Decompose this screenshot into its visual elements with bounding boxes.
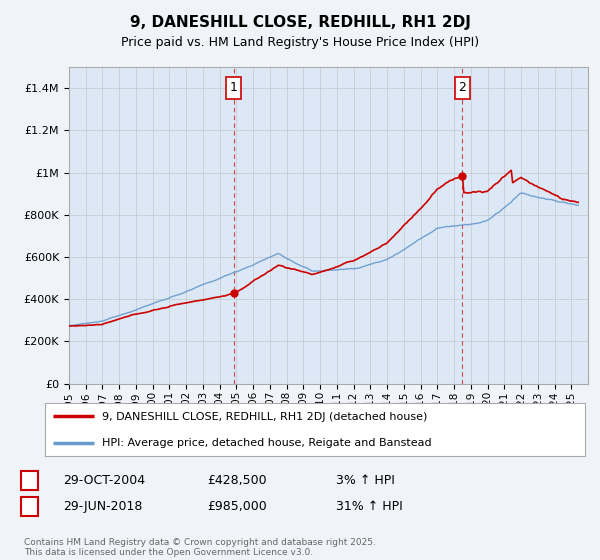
Text: 3% ↑ HPI: 3% ↑ HPI — [336, 474, 395, 487]
Text: 9, DANESHILL CLOSE, REDHILL, RH1 2DJ: 9, DANESHILL CLOSE, REDHILL, RH1 2DJ — [130, 15, 470, 30]
Text: 9, DANESHILL CLOSE, REDHILL, RH1 2DJ (detached house): 9, DANESHILL CLOSE, REDHILL, RH1 2DJ (de… — [101, 412, 427, 422]
FancyBboxPatch shape — [455, 77, 470, 99]
FancyBboxPatch shape — [226, 77, 241, 99]
Text: HPI: Average price, detached house, Reigate and Banstead: HPI: Average price, detached house, Reig… — [101, 438, 431, 448]
Text: 2: 2 — [25, 500, 34, 514]
Text: Contains HM Land Registry data © Crown copyright and database right 2025.
This d: Contains HM Land Registry data © Crown c… — [24, 538, 376, 557]
Text: 2: 2 — [458, 81, 466, 94]
Text: £985,000: £985,000 — [207, 500, 267, 514]
Text: 1: 1 — [230, 81, 238, 94]
Text: Price paid vs. HM Land Registry's House Price Index (HPI): Price paid vs. HM Land Registry's House … — [121, 36, 479, 49]
Text: 1: 1 — [25, 474, 34, 487]
Text: 29-OCT-2004: 29-OCT-2004 — [63, 474, 145, 487]
Text: £428,500: £428,500 — [207, 474, 266, 487]
Text: 29-JUN-2018: 29-JUN-2018 — [63, 500, 142, 514]
Text: 31% ↑ HPI: 31% ↑ HPI — [336, 500, 403, 514]
